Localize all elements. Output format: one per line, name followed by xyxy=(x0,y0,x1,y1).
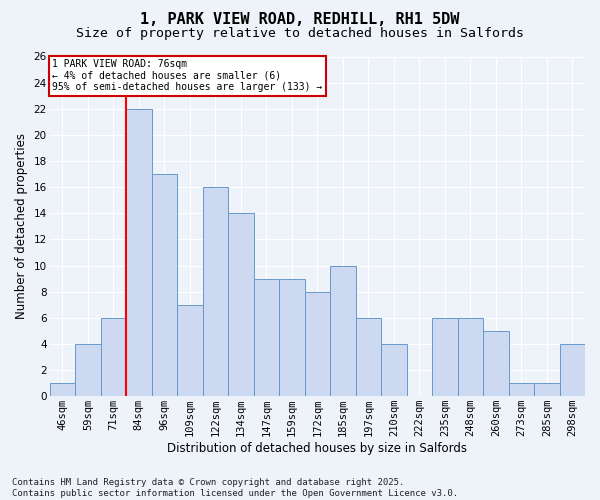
Bar xyxy=(330,266,356,396)
Text: 1, PARK VIEW ROAD, REDHILL, RH1 5DW: 1, PARK VIEW ROAD, REDHILL, RH1 5DW xyxy=(140,12,460,28)
Bar xyxy=(50,383,75,396)
Y-axis label: Number of detached properties: Number of detached properties xyxy=(15,134,28,320)
Bar xyxy=(126,109,152,396)
Text: 1 PARK VIEW ROAD: 76sqm
← 4% of detached houses are smaller (6)
95% of semi-deta: 1 PARK VIEW ROAD: 76sqm ← 4% of detached… xyxy=(52,59,322,92)
Bar xyxy=(305,292,330,396)
Bar xyxy=(203,187,228,396)
Bar xyxy=(534,383,560,396)
Text: Contains HM Land Registry data © Crown copyright and database right 2025.
Contai: Contains HM Land Registry data © Crown c… xyxy=(12,478,458,498)
Bar xyxy=(432,318,458,396)
Bar xyxy=(279,278,305,396)
Bar xyxy=(152,174,177,396)
Bar xyxy=(458,318,483,396)
Bar xyxy=(254,278,279,396)
Bar xyxy=(560,344,585,396)
Bar xyxy=(101,318,126,396)
Bar xyxy=(356,318,381,396)
Bar xyxy=(483,331,509,396)
Text: Size of property relative to detached houses in Salfords: Size of property relative to detached ho… xyxy=(76,28,524,40)
Bar xyxy=(228,214,254,396)
Bar xyxy=(509,383,534,396)
Bar xyxy=(177,304,203,396)
Bar xyxy=(381,344,407,396)
X-axis label: Distribution of detached houses by size in Salfords: Distribution of detached houses by size … xyxy=(167,442,467,455)
Bar xyxy=(75,344,101,396)
